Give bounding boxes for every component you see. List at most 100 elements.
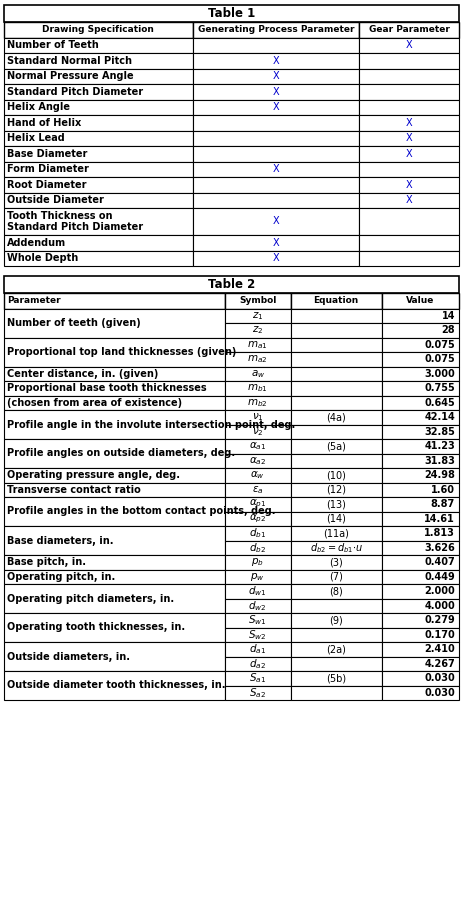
Bar — [291, 439, 382, 453]
Text: Helix Lead: Helix Lead — [7, 133, 65, 143]
Bar — [291, 613, 382, 628]
Bar — [4, 22, 193, 38]
Bar — [225, 425, 291, 439]
Bar — [291, 512, 382, 526]
Bar — [225, 468, 291, 482]
Bar — [382, 512, 459, 526]
Bar — [4, 276, 459, 293]
Text: $z_1$: $z_1$ — [252, 310, 263, 322]
Bar — [382, 309, 459, 323]
Bar — [4, 115, 193, 130]
Text: $\alpha_{p1}$: $\alpha_{p1}$ — [249, 498, 266, 510]
Bar — [291, 293, 382, 309]
Text: Operating tooth thicknesses, in.: Operating tooth thicknesses, in. — [7, 622, 185, 632]
Bar — [225, 395, 291, 410]
Text: X: X — [273, 72, 279, 81]
Bar — [4, 526, 225, 555]
Text: 0.407: 0.407 — [424, 557, 455, 567]
Bar — [359, 53, 459, 69]
Bar — [382, 584, 459, 598]
Bar — [382, 598, 459, 613]
Text: Symbol: Symbol — [239, 296, 276, 305]
Text: 24.98: 24.98 — [424, 471, 455, 481]
Bar — [359, 115, 459, 130]
Text: Drawing Specification: Drawing Specification — [43, 25, 154, 34]
Bar — [225, 656, 291, 671]
Bar — [193, 162, 359, 177]
Text: X: X — [273, 86, 279, 96]
Text: Number of teeth (given): Number of teeth (given) — [7, 318, 141, 328]
Text: X: X — [406, 133, 412, 143]
Bar — [4, 235, 193, 251]
Text: Form Diameter: Form Diameter — [7, 165, 89, 175]
Bar — [4, 251, 193, 266]
Bar — [291, 468, 382, 482]
Text: $S_{w1}$: $S_{w1}$ — [249, 613, 267, 627]
Text: X: X — [273, 254, 279, 263]
Bar — [4, 5, 459, 22]
Text: Center distance, in. (given): Center distance, in. (given) — [7, 369, 158, 379]
Bar — [4, 555, 225, 570]
Text: Transverse contact ratio: Transverse contact ratio — [7, 484, 141, 494]
Text: Hand of Helix: Hand of Helix — [7, 118, 81, 128]
Text: (13): (13) — [326, 499, 346, 509]
Bar — [4, 671, 225, 700]
Bar — [382, 656, 459, 671]
Text: 8.87: 8.87 — [431, 499, 455, 509]
Bar — [291, 367, 382, 381]
Bar — [4, 84, 193, 99]
Bar — [4, 309, 225, 337]
Bar — [359, 146, 459, 162]
Text: Outside Diameter: Outside Diameter — [7, 195, 104, 205]
Text: $d_{a1}$: $d_{a1}$ — [249, 642, 266, 656]
Text: $d_{w2}$: $d_{w2}$ — [249, 599, 267, 613]
Bar — [225, 555, 291, 570]
Text: X: X — [273, 238, 279, 248]
Text: 41.23: 41.23 — [424, 441, 455, 451]
Text: X: X — [406, 40, 412, 51]
Text: $d_{w1}$: $d_{w1}$ — [249, 584, 267, 598]
Bar — [4, 584, 225, 613]
Text: $\varepsilon_a$: $\varepsilon_a$ — [252, 483, 263, 495]
Bar — [382, 352, 459, 367]
Bar — [291, 309, 382, 323]
Text: X: X — [273, 56, 279, 66]
Text: $m_{a1}$: $m_{a1}$ — [247, 339, 268, 351]
Text: (10): (10) — [326, 471, 346, 481]
Bar — [193, 115, 359, 130]
Bar — [4, 192, 193, 208]
Text: Addendum: Addendum — [7, 238, 66, 248]
Text: (9): (9) — [329, 615, 343, 625]
Text: 0.170: 0.170 — [424, 630, 455, 640]
Bar — [225, 512, 291, 526]
Bar — [382, 686, 459, 700]
Bar — [225, 584, 291, 598]
Bar — [225, 482, 291, 497]
Bar — [225, 628, 291, 642]
Bar — [382, 526, 459, 540]
Text: Gear Parameter: Gear Parameter — [369, 25, 450, 34]
Text: (7): (7) — [329, 572, 343, 582]
Bar — [359, 162, 459, 177]
Bar — [382, 497, 459, 512]
Text: $\alpha_{a2}$: $\alpha_{a2}$ — [249, 455, 266, 467]
Bar — [193, 251, 359, 266]
Text: Outside diameters, in.: Outside diameters, in. — [7, 652, 130, 662]
Bar — [382, 628, 459, 642]
Bar — [225, 293, 291, 309]
Bar — [4, 570, 225, 584]
Text: 4.000: 4.000 — [424, 601, 455, 611]
Bar — [4, 99, 193, 115]
Text: (5b): (5b) — [326, 674, 346, 683]
Text: Tooth Thickness on
Standard Pitch Diameter: Tooth Thickness on Standard Pitch Diamet… — [7, 210, 143, 233]
Bar — [225, 642, 291, 656]
Text: (14): (14) — [326, 514, 346, 524]
Text: 0.030: 0.030 — [424, 674, 455, 683]
Bar — [225, 671, 291, 686]
Bar — [359, 235, 459, 251]
Bar — [291, 598, 382, 613]
Text: $S_{w2}$: $S_{w2}$ — [249, 628, 267, 641]
Bar — [291, 352, 382, 367]
Text: Table 2: Table 2 — [208, 278, 255, 291]
Bar — [382, 540, 459, 555]
